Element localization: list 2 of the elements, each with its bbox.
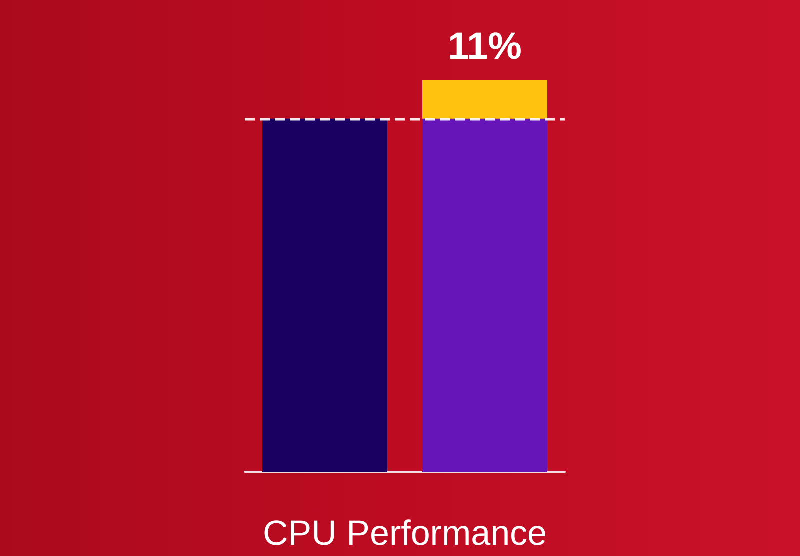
data-label: 11% bbox=[448, 26, 522, 68]
x-axis-title: CPU Performance bbox=[263, 514, 547, 553]
